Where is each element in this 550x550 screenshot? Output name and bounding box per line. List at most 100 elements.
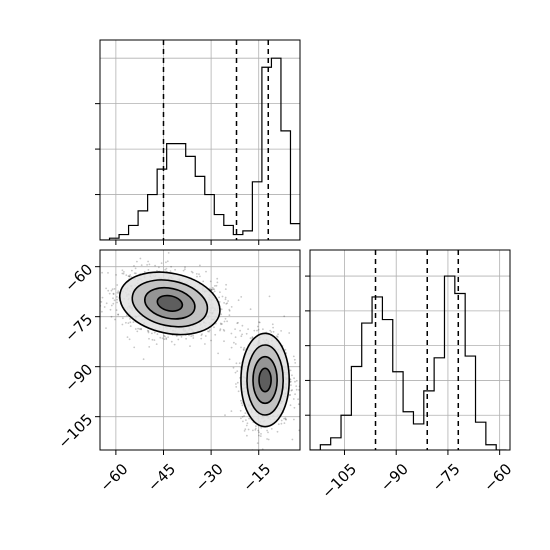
scatter-point: [140, 264, 143, 266]
scatter-point: [121, 323, 124, 326]
x-tick-label: −60: [480, 460, 515, 495]
scatter-point: [125, 321, 127, 324]
scatter-point: [213, 326, 215, 329]
scatter-point: [248, 417, 251, 420]
scatter-point: [291, 374, 293, 377]
scatter-point: [216, 277, 219, 280]
scatter-point: [185, 337, 188, 340]
scatter-point: [272, 330, 275, 333]
scatter-point: [289, 394, 291, 396]
scatter-point: [108, 292, 111, 295]
scatter-point: [117, 290, 120, 293]
scatter-point: [251, 336, 254, 338]
scatter-point: [293, 418, 295, 421]
scatter-point: [234, 343, 237, 345]
scatter-point: [219, 322, 222, 325]
scatter-point: [140, 328, 143, 331]
scatter-point: [129, 318, 131, 320]
scatter-point: [148, 346, 151, 348]
scatter-point: [210, 339, 212, 342]
scatter-point: [112, 302, 115, 305]
scatter-point: [265, 451, 267, 453]
scatter-point: [222, 328, 225, 331]
scatter-point: [256, 325, 259, 328]
scatter-point: [174, 268, 177, 271]
contour-line: [240, 332, 291, 428]
scatter-point: [136, 330, 139, 333]
scatter-point: [105, 287, 107, 290]
scatter-point: [128, 338, 131, 341]
scatter-point: [240, 417, 242, 420]
scatter-point: [239, 409, 242, 412]
scatter-point: [167, 252, 170, 254]
top-left-quantiles: [162, 40, 270, 240]
scatter-point: [112, 292, 115, 295]
scatter-point: [136, 260, 138, 263]
scatter-point: [114, 318, 116, 321]
scatter-point: [243, 346, 246, 349]
scatter-point: [116, 284, 119, 286]
scatter-point: [211, 286, 214, 289]
scatter-point: [151, 338, 154, 341]
scatter-point: [237, 321, 239, 324]
scatter-point: [101, 296, 104, 299]
scatter-point: [161, 337, 164, 340]
scatter-point: [249, 337, 252, 340]
scatter-point: [245, 332, 248, 335]
y-tick-label: −60: [61, 260, 96, 295]
scatter-point: [245, 419, 247, 421]
scatter-point: [165, 261, 167, 264]
top-left-histogram: [100, 57, 300, 240]
bottom-left-density-fill: [119, 272, 290, 427]
scatter-point: [148, 263, 151, 266]
scatter-point: [180, 336, 183, 338]
scatter-point: [241, 404, 244, 407]
scatter-point: [241, 415, 244, 418]
scatter-point: [121, 269, 124, 272]
scatter-point: [234, 328, 237, 330]
scatter-point: [184, 266, 186, 269]
scatter-point: [233, 341, 235, 344]
scatter-point: [107, 289, 110, 292]
scatter-point: [113, 299, 116, 302]
scatter-point: [143, 270, 146, 273]
scatter-point: [164, 268, 167, 271]
scatter-point: [140, 327, 143, 330]
scatter-point: [262, 328, 264, 331]
scatter-point: [155, 343, 158, 345]
scatter-point: [285, 418, 287, 421]
scatter-point: [200, 334, 203, 337]
scatter-point: [220, 313, 223, 316]
scatter-point: [129, 325, 132, 327]
scatter-point: [219, 329, 221, 332]
scatter-point: [100, 301, 103, 303]
scatter-point: [199, 264, 201, 267]
scatter-point: [109, 308, 112, 311]
scatter-point: [199, 275, 201, 278]
scatter-point: [209, 280, 212, 283]
y-tick-label: −105: [55, 410, 97, 452]
scatter-point: [146, 264, 149, 266]
scatter-point: [283, 417, 285, 420]
scatter-point: [201, 333, 203, 335]
scatter-point: [270, 331, 273, 333]
scatter-point: [242, 349, 245, 351]
scatter-point: [111, 288, 114, 291]
scatter-point: [148, 337, 150, 340]
scatter-point: [276, 430, 279, 433]
scatter-point: [266, 438, 268, 440]
scatter-point: [293, 377, 295, 380]
scatter-point: [283, 315, 286, 318]
scatter-point: [147, 330, 150, 333]
scatter-point: [122, 272, 125, 275]
scatter-point: [237, 299, 240, 302]
scatter-point: [97, 283, 99, 285]
scatter-point: [139, 257, 142, 260]
scatter-point: [96, 280, 98, 282]
scatter-point: [238, 362, 241, 365]
scatter-point: [115, 274, 117, 276]
scatter-point: [266, 429, 268, 432]
scatter-point: [240, 346, 242, 349]
scatter-point: [230, 306, 233, 308]
